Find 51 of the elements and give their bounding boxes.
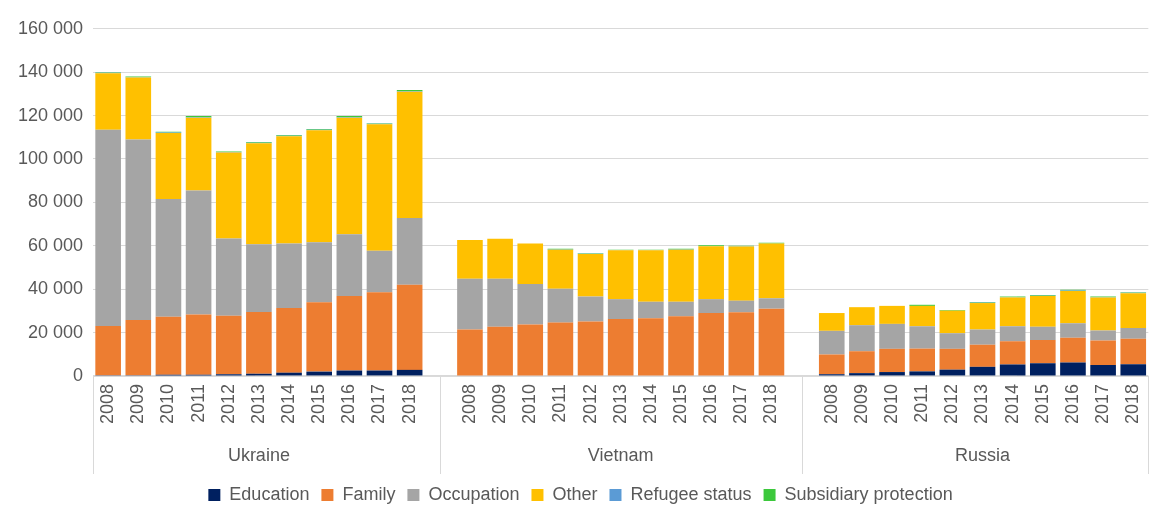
x-tick-label: 2015 (669, 383, 690, 424)
legend-label: Education (229, 483, 310, 504)
y-tick-label: 120 000 (17, 104, 84, 125)
y-tick-label: 40 000 (28, 278, 84, 299)
x-tick-label: 2017 (730, 383, 751, 424)
legend-label: Other (552, 483, 598, 504)
x-tick-label: 2012 (941, 383, 962, 424)
x-tick-label: 2015 (308, 383, 329, 424)
x-tick-label: 2008 (458, 383, 479, 424)
x-tick-label: 2011 (549, 383, 570, 423)
x-tick-label: 2010 (157, 383, 178, 424)
x-tick-label: 2016 (700, 383, 721, 424)
legend-label: Subsidiary protection (784, 483, 953, 504)
x-tick-label: 2017 (368, 383, 389, 424)
x-tick-label: 2009 (489, 383, 510, 424)
x-tick-label: 2015 (1031, 383, 1052, 424)
y-tick-label: 160 000 (17, 17, 84, 38)
legend-label: Occupation (428, 483, 520, 504)
x-tick-label: 2012 (579, 383, 600, 424)
text: Vietnam (587, 444, 654, 465)
x-tick-label: 2008 (820, 383, 841, 424)
x-tick-label: 2010 (881, 383, 902, 424)
x-tick-label: 2018 (398, 383, 419, 424)
legend-label: Family (342, 483, 396, 504)
y-tick-label: 60 000 (28, 234, 84, 255)
x-tick-label: 2013 (971, 383, 992, 424)
x-tick-label: 2017 (1092, 383, 1113, 424)
x-tick-label: 2008 (97, 383, 118, 424)
x-tick-label: 2014 (278, 383, 299, 424)
x-tick-label: 2013 (609, 383, 630, 424)
x-tick-label: 2018 (1122, 383, 1143, 424)
y-tick-label: 80 000 (28, 191, 84, 212)
x-tick-label: 2010 (519, 383, 540, 424)
x-tick-label: 2016 (338, 383, 359, 424)
text: Ukraine (227, 444, 290, 465)
x-tick-label: 2012 (217, 383, 238, 424)
x-tick-label: 2014 (1001, 383, 1022, 424)
y-tick-label: 140 000 (17, 61, 84, 82)
x-tick-label: 2014 (639, 383, 660, 424)
y-tick-label: 100 000 (17, 147, 84, 168)
text: Russia (954, 444, 1011, 465)
x-tick-label: 2013 (247, 383, 268, 424)
y-tick-label: 20 000 (28, 321, 84, 342)
legend-label: Refugee status (630, 483, 752, 504)
x-tick-label: 2011 (187, 383, 208, 423)
x-tick-label: 2016 (1061, 383, 1082, 424)
x-tick-label: 2011 (911, 383, 932, 423)
x-tick-label: 2009 (850, 383, 871, 424)
x-tick-label: 2009 (127, 383, 148, 424)
y-tick-label: 0 (73, 364, 84, 385)
x-tick-label: 2018 (760, 383, 781, 424)
